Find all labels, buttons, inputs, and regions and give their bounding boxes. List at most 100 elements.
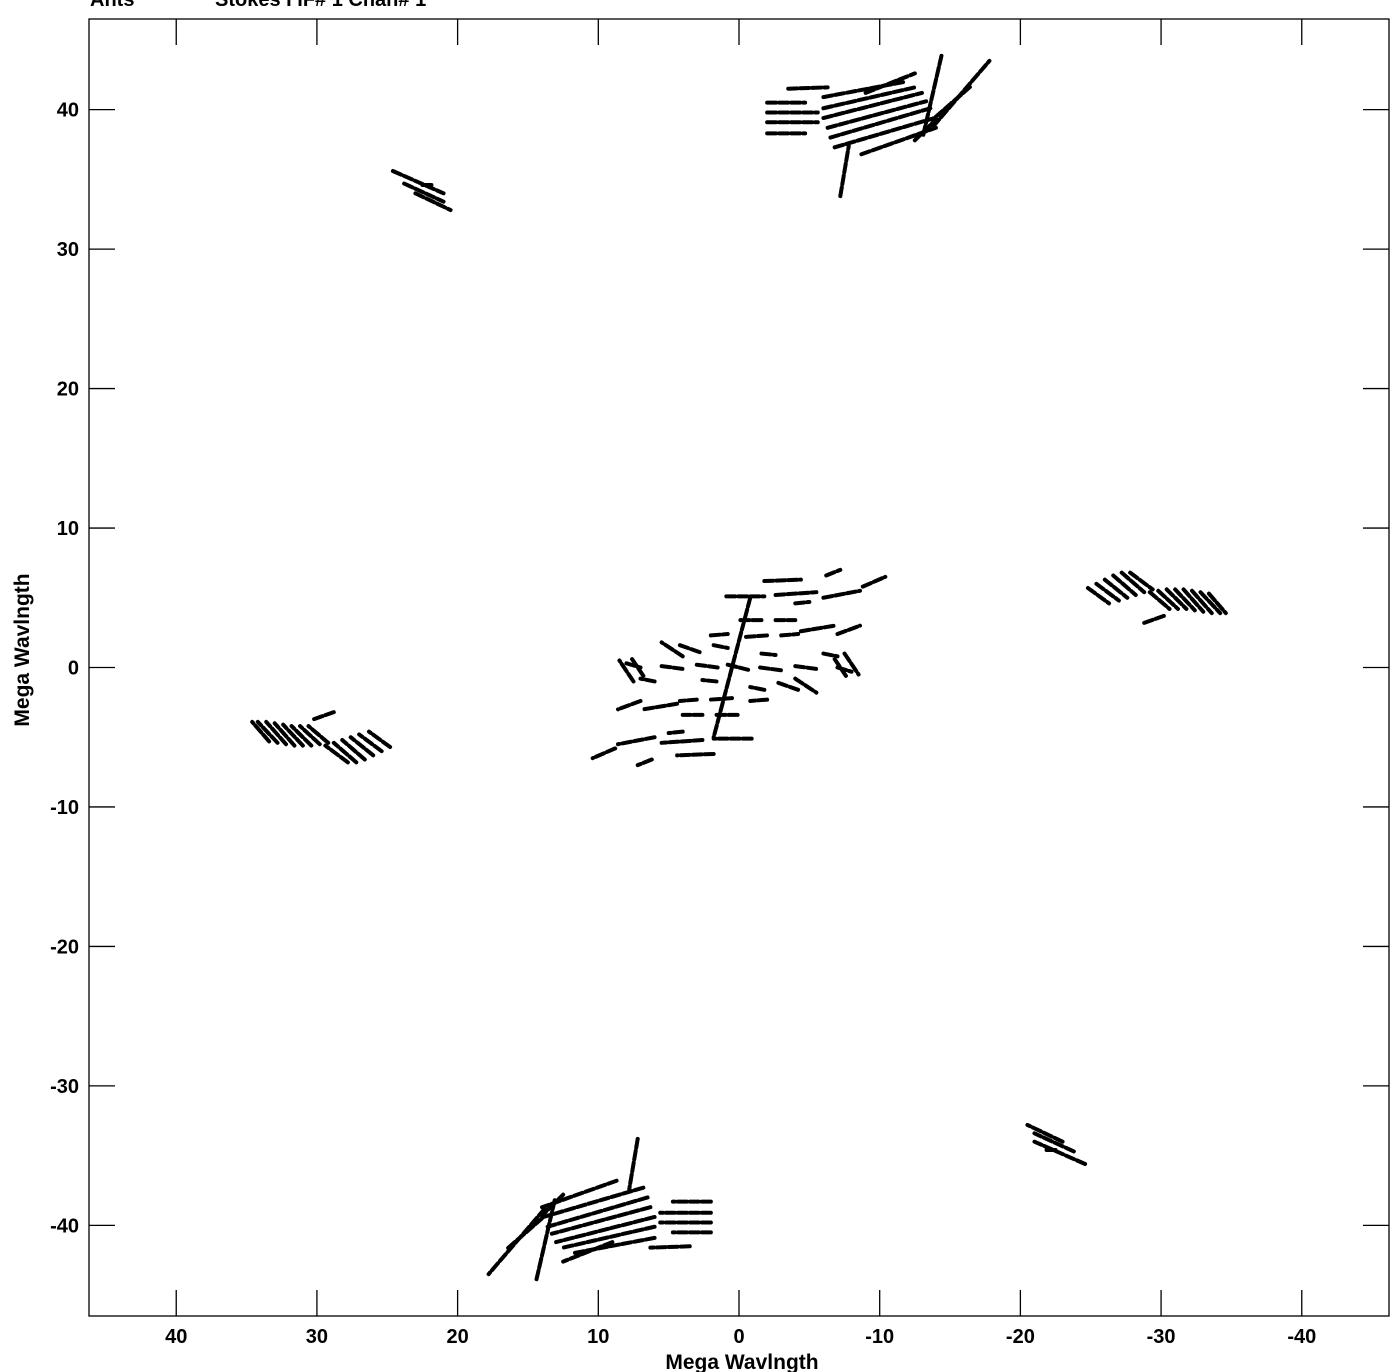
- uv-track: [1032, 1131, 1076, 1154]
- uv-track: [694, 662, 720, 670]
- uv-track: [1085, 586, 1112, 606]
- uv-track: [832, 657, 848, 678]
- uv-track: [748, 685, 767, 692]
- uv-track: [348, 735, 376, 758]
- uv-track: [786, 85, 830, 91]
- uv-track: [659, 738, 705, 745]
- uv-track: [545, 1195, 650, 1229]
- x-tick-label: 30: [306, 1326, 328, 1348]
- uv-track: [617, 658, 636, 684]
- uv-track: [561, 1224, 657, 1250]
- uv-track: [340, 738, 367, 762]
- y-axis-title: Mega Wavlngth: [11, 573, 34, 726]
- x-tick-label: -30: [1147, 1326, 1176, 1348]
- uv-track: [798, 623, 837, 634]
- uv-track: [1128, 570, 1155, 592]
- uv-track: [635, 757, 654, 768]
- uv-track: [838, 143, 851, 199]
- uv-track: [773, 590, 819, 597]
- x-tick-label: -10: [865, 1326, 894, 1348]
- uv-track: [630, 657, 646, 678]
- uv-track: [272, 721, 297, 748]
- uv-track: [860, 574, 888, 589]
- uv-track: [1032, 1139, 1088, 1166]
- uv-track: [1142, 613, 1166, 625]
- uv-track: [264, 719, 288, 747]
- y-tick-label: 40: [57, 100, 79, 122]
- uv-track: [1190, 588, 1214, 616]
- uv-track: [1025, 1122, 1065, 1144]
- uv-track: [921, 53, 944, 137]
- uv-track: [641, 701, 680, 712]
- uv-track: [298, 724, 322, 747]
- uv-track: [725, 662, 753, 673]
- uv-track: [708, 632, 730, 638]
- uv-track: [616, 698, 643, 712]
- uv-track: [281, 722, 305, 748]
- uv-track: [659, 640, 685, 659]
- y-tick-label: -30: [50, 1076, 79, 1098]
- uv-track: [413, 191, 453, 213]
- uv-track: [366, 729, 393, 749]
- header-right: Stokes I IF# 1 Chan# 1: [215, 0, 426, 11]
- x-tick-label: 0: [733, 1326, 744, 1348]
- uv-track: [1181, 587, 1206, 614]
- uv-track: [659, 664, 685, 671]
- uv-track: [331, 740, 359, 765]
- x-tick-label: 40: [165, 1326, 187, 1348]
- uv-track: [590, 746, 618, 761]
- uv-track: [554, 1214, 657, 1245]
- uv-tracks: [250, 53, 1228, 1282]
- uv-track: [677, 697, 699, 703]
- uv-track: [821, 90, 924, 121]
- uv-track: [561, 1240, 615, 1264]
- uv-track: [828, 106, 933, 140]
- uv-track: [912, 117, 938, 143]
- uv-track: [758, 665, 784, 673]
- uv-track: [779, 632, 801, 638]
- uv-track: [1111, 573, 1138, 597]
- x-tick-label: 10: [587, 1326, 609, 1348]
- uv-track: [1119, 570, 1147, 595]
- uv-track: [793, 676, 819, 695]
- uv-track: [677, 643, 702, 655]
- uv-track: [390, 169, 446, 196]
- uv-track: [357, 732, 384, 754]
- x-tick-label: -20: [1006, 1326, 1035, 1348]
- header-left: Ants: [90, 0, 134, 11]
- x-axis-title: Mega Wavlngth: [665, 1351, 818, 1372]
- uv-track: [708, 696, 734, 702]
- uv-track: [835, 623, 862, 637]
- x-tick-label: 20: [446, 1326, 468, 1348]
- y-tick-label: 0: [68, 658, 79, 680]
- uv-track: [824, 567, 843, 578]
- x-tick-label: -40: [1287, 1326, 1316, 1348]
- uv-track: [863, 71, 917, 95]
- y-tick-label: 30: [57, 239, 79, 261]
- uv-track: [638, 676, 657, 684]
- uv-track: [825, 99, 929, 130]
- uv-track: [549, 1205, 653, 1236]
- uv-track: [648, 1244, 692, 1250]
- uv-track: [776, 680, 801, 692]
- uv-track: [931, 58, 992, 129]
- y-tick-label: 20: [57, 379, 79, 401]
- uv-track: [1206, 591, 1228, 616]
- y-tick-label: 10: [57, 518, 79, 540]
- uv-track: [793, 664, 819, 671]
- uv-track: [289, 724, 314, 748]
- uv-track: [1094, 581, 1121, 603]
- uv-track: [666, 729, 685, 736]
- uv-track: [540, 1192, 566, 1218]
- uv-track: [616, 735, 657, 747]
- uv-track: [1173, 587, 1197, 613]
- uv-track: [793, 599, 812, 606]
- y-tick-label: -10: [50, 797, 79, 819]
- uv-track: [762, 577, 803, 584]
- uv-track: [627, 1136, 640, 1192]
- uv-track: [1156, 588, 1180, 611]
- uv-track: [306, 724, 331, 745]
- uv-track: [323, 743, 350, 765]
- uv-track: [759, 651, 778, 657]
